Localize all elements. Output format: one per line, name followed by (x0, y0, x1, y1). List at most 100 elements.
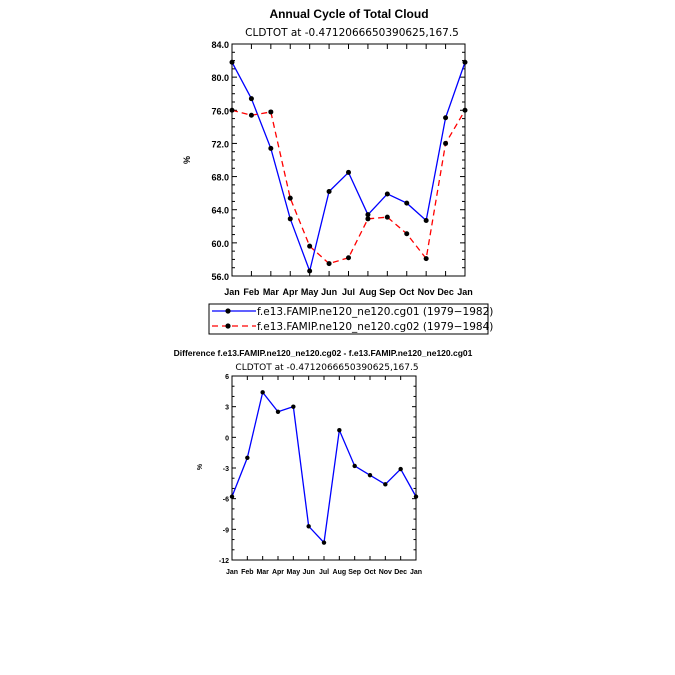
chart2-series (229, 390, 419, 545)
chart1-plot-frame (231, 43, 466, 277)
data-point (365, 212, 371, 218)
data-point (462, 107, 468, 113)
x-tick-label: Jan (457, 287, 473, 297)
x-tick-label: Sep (379, 287, 396, 297)
chart2-plot-frame (231, 375, 417, 561)
y-tick-label: 68.0 (211, 173, 229, 183)
y-tick-label: -6 (223, 497, 229, 504)
data-point (287, 216, 293, 222)
x-tick-label: May (301, 287, 319, 297)
x-tick-label: Feb (243, 287, 260, 297)
data-point (248, 96, 254, 102)
y-tick-label: 76.0 (211, 106, 229, 116)
y-tick-label: -3 (223, 466, 229, 473)
series-line-2 (231, 109, 466, 265)
y-tick-label: 0 (225, 435, 229, 442)
chart2-subtitle: CLDTOT at -0.4712066650390625,167.5 (235, 363, 418, 373)
data-point (248, 112, 254, 118)
data-point (443, 115, 449, 121)
y-tick-label: 64.0 (211, 206, 229, 216)
chart1-series (229, 59, 468, 274)
chart1-legend: f.e13.FAMIP.ne120_ne120.cg01 (1979−1982)… (208, 303, 493, 335)
x-tick-label: Dec (394, 569, 407, 576)
y-tick-label: 72.0 (211, 139, 229, 149)
y-tick-label: 3 (225, 405, 229, 412)
data-point (346, 255, 351, 261)
data-point (260, 390, 265, 395)
annual-cycle-chart: Annual Cycle of Total Cloud CLDTOT at -0… (182, 7, 493, 335)
x-tick-label: Apr (272, 569, 284, 576)
legend-marker-series2 (225, 323, 231, 329)
data-point (352, 463, 357, 469)
x-tick-label: Apr (283, 287, 299, 297)
chart2-title: Difference f.e13.FAMIP.ne120_ne120.cg02 … (174, 348, 473, 358)
series-line-1 (231, 390, 417, 545)
data-point (229, 494, 235, 499)
data-point (423, 217, 429, 223)
x-tick-label: Oct (399, 287, 414, 297)
x-tick-label: Nov (379, 569, 392, 576)
chart1-y-axis: 56.0 60.0 64.0 68.0 72.0 76.0 80.0 84.0 (211, 40, 465, 282)
x-tick-label: Jan (226, 569, 238, 576)
chart1-x-axis: Jan Feb Mar Apr May Jun Jul Aug Sep Oct Nov Dec Jan (224, 44, 473, 297)
series-line-1 (231, 61, 466, 274)
data-point (384, 214, 390, 220)
legend-label-series1: f.e13.FAMIP.ne120_ne120.cg01 (1979−1982) (257, 306, 493, 318)
data-point (268, 145, 274, 151)
x-tick-label: Jul (342, 287, 355, 297)
legend-box (208, 303, 489, 335)
x-tick-label: Jan (224, 287, 240, 297)
data-point (307, 268, 313, 274)
data-point (275, 409, 281, 414)
x-tick-label: Sep (348, 569, 361, 576)
x-tick-label: Jun (302, 569, 314, 576)
data-point (245, 455, 250, 460)
data-point (229, 59, 235, 65)
legend-label-series2: f.e13.FAMIP.ne120_ne120.cg02 (1979−1984) (257, 321, 493, 333)
y-tick-label: -12 (219, 558, 229, 565)
data-point (404, 231, 410, 237)
data-point (229, 107, 235, 113)
x-tick-label: Aug (359, 287, 377, 297)
y-tick-label: -9 (223, 527, 229, 534)
legend-marker-series1 (225, 308, 231, 314)
x-tick-label: Jul (319, 569, 329, 576)
data-point (398, 466, 403, 472)
data-point (367, 472, 373, 478)
chart1-subtitle: CLDTOT at -0.4712066650390625,167.5 (245, 27, 459, 39)
x-tick-label: Oct (364, 569, 376, 576)
x-tick-label: Mar (263, 287, 280, 297)
data-point (307, 243, 313, 249)
data-point (365, 216, 371, 222)
chart1-ylabel: % (182, 156, 192, 164)
x-tick-label: Dec (437, 287, 454, 297)
x-tick-label: Mar (256, 569, 269, 576)
x-tick-label: Jan (410, 569, 422, 576)
data-point (291, 404, 296, 409)
x-tick-label: Aug (333, 569, 347, 576)
y-tick-label: 56.0 (211, 272, 229, 282)
data-point (287, 195, 293, 201)
difference-chart: Difference f.e13.FAMIP.ne120_ne120.cg02 … (174, 348, 473, 576)
data-point (346, 169, 351, 175)
data-point (384, 191, 390, 197)
data-point (321, 540, 327, 545)
x-tick-label: May (287, 569, 301, 576)
data-point (443, 140, 449, 146)
data-point (423, 256, 429, 262)
y-tick-label: 84.0 (211, 40, 229, 50)
x-tick-label: Jun (321, 287, 337, 297)
data-point (462, 59, 468, 65)
data-point (383, 482, 388, 487)
chart2-ylabel: % (197, 463, 204, 470)
data-point (404, 200, 410, 206)
data-point (268, 109, 274, 115)
data-point (337, 427, 342, 433)
x-tick-label: Nov (418, 287, 435, 297)
x-tick-label: Feb (241, 569, 253, 576)
y-tick-label: 60.0 (211, 239, 229, 249)
data-point (413, 494, 419, 499)
data-point (306, 524, 311, 529)
data-point (326, 261, 332, 267)
